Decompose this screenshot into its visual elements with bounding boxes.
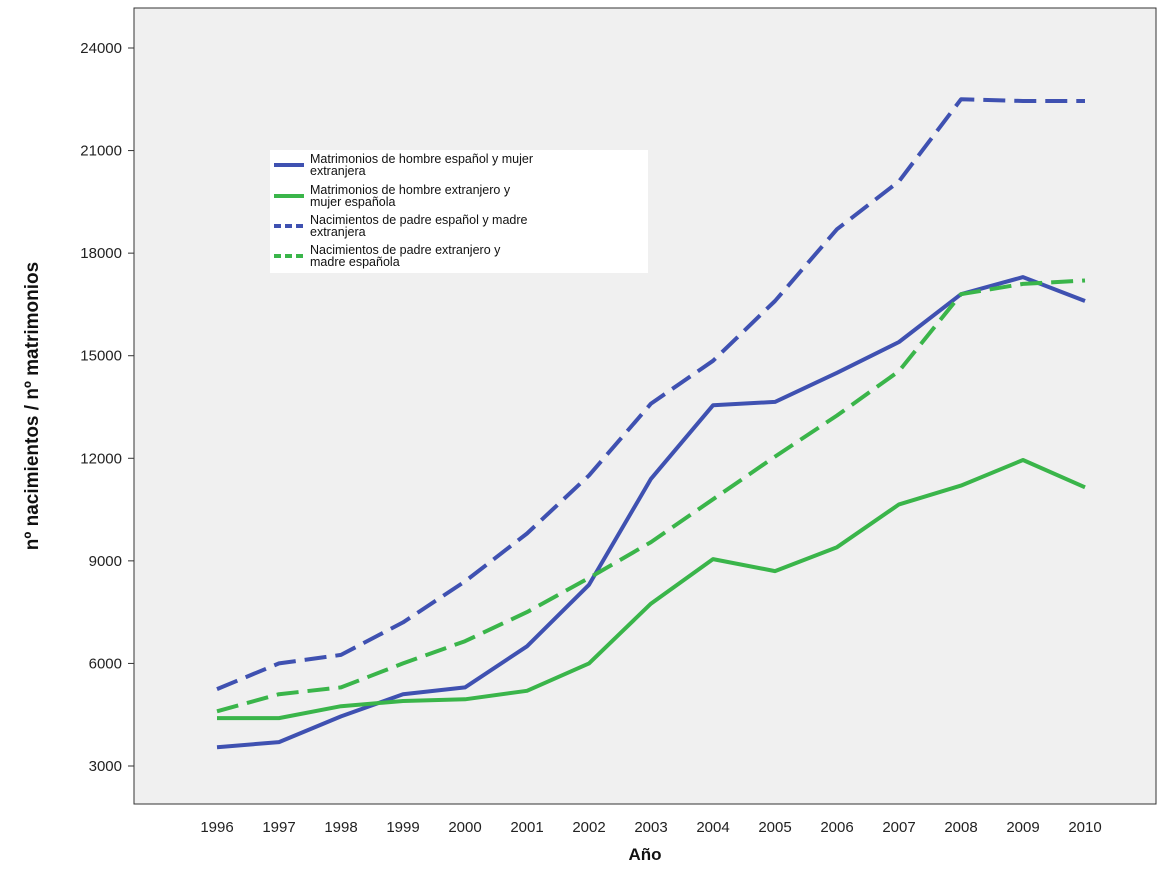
x-tick-label: 2008 bbox=[944, 819, 977, 836]
x-tick-label: 2004 bbox=[696, 819, 729, 836]
y-tick-label: 15000 bbox=[80, 348, 122, 365]
legend-label: Nacimientos de padre español y madre bbox=[310, 213, 528, 227]
x-tick-label: 2002 bbox=[572, 819, 605, 836]
y-axis: 3000 6000 9000 12000 15000 18000 21000 24000 bbox=[80, 40, 134, 775]
x-tick-label: 2010 bbox=[1068, 819, 1101, 836]
legend-label: madre española bbox=[310, 255, 400, 269]
x-axis: 1996 1997 1998 1999 2000 2001 2002 2003 2004 2005… bbox=[200, 819, 1101, 836]
legend-box bbox=[270, 150, 648, 273]
legend-label: extranjera bbox=[310, 225, 366, 239]
y-tick-label: 6000 bbox=[89, 655, 122, 672]
x-tick-label: 1998 bbox=[324, 819, 357, 836]
x-tick-label: 2009 bbox=[1006, 819, 1039, 836]
series-lines bbox=[216, 97, 1086, 750]
series-line-3 bbox=[216, 97, 1085, 691]
series-line-1 bbox=[216, 275, 1086, 750]
y-tick-label: 24000 bbox=[80, 40, 122, 57]
series-line-4 bbox=[216, 278, 1086, 714]
plot-area bbox=[133, 7, 1157, 805]
y-tick-label: 3000 bbox=[89, 758, 122, 775]
x-tick-label: 2001 bbox=[510, 819, 543, 836]
legend-label: Matrimonios de hombre extranjero y bbox=[310, 183, 511, 197]
x-tick-label: 2000 bbox=[448, 819, 481, 836]
legend-label: Nacimientos de padre extranjero y bbox=[310, 243, 501, 257]
x-tick-label: 1999 bbox=[386, 819, 419, 836]
series-line-2 bbox=[217, 458, 1086, 721]
y-tick-label: 9000 bbox=[89, 553, 122, 570]
legend-label: Matrimonios de hombre español y mujer bbox=[310, 152, 533, 166]
y-tick-label: 21000 bbox=[80, 143, 122, 160]
x-tick-label: 2007 bbox=[882, 819, 915, 836]
legend-label: extranjera bbox=[310, 164, 366, 178]
y-tick-label: 12000 bbox=[80, 450, 122, 467]
x-tick-label: 2003 bbox=[634, 819, 667, 836]
x-tick-label: 1997 bbox=[262, 819, 295, 836]
legend: Matrimonios de hombre español y mujerext… bbox=[270, 150, 648, 273]
y-axis-title: nº nacimientos / nº matrimonios bbox=[22, 262, 43, 550]
x-axis-title: Año bbox=[628, 845, 661, 864]
y-tick-label: 18000 bbox=[80, 245, 122, 262]
x-tick-label: 2006 bbox=[820, 819, 853, 836]
legend-label: mujer española bbox=[310, 195, 396, 209]
x-tick-label: 2005 bbox=[758, 819, 791, 836]
x-tick-label: 1996 bbox=[200, 819, 233, 836]
